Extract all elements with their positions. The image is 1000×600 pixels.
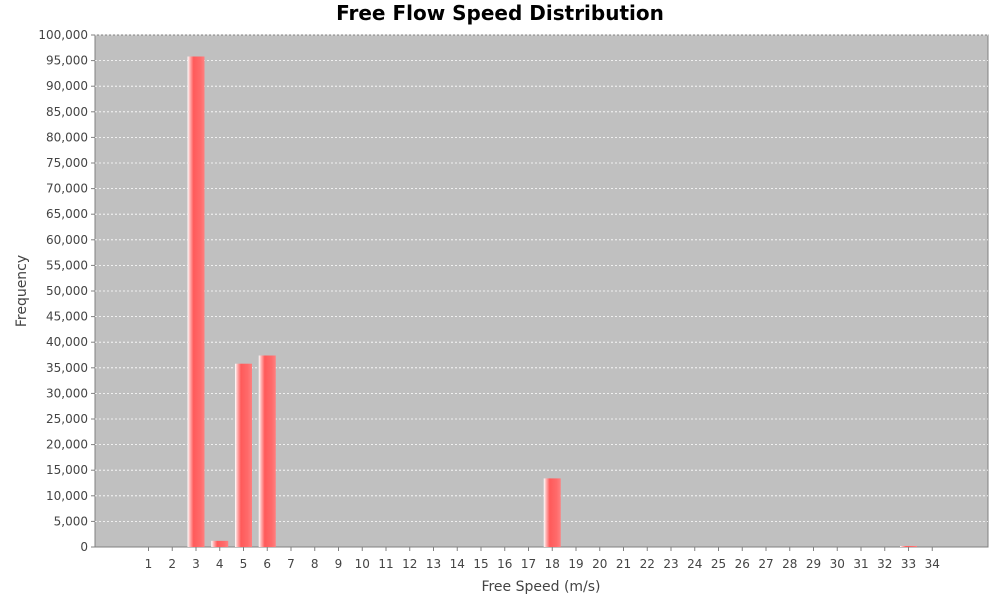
y-tick-label: 35,000: [46, 361, 88, 375]
y-tick-label: 60,000: [46, 233, 88, 247]
x-tick-label: 28: [782, 557, 797, 571]
bar: [235, 363, 252, 547]
chart-title: Free Flow Speed Distribution: [336, 1, 664, 25]
x-tick-label: 14: [450, 557, 465, 571]
x-tick-label: 2: [168, 557, 176, 571]
y-tick-label: 0: [80, 540, 88, 554]
x-tick-label: 11: [378, 557, 393, 571]
y-tick-label: 30,000: [46, 386, 88, 400]
x-tick-label: 19: [568, 557, 583, 571]
y-tick-label: 45,000: [46, 310, 88, 324]
x-tick-label: 20: [592, 557, 607, 571]
y-tick-label: 75,000: [46, 156, 88, 170]
y-tick-label: 15,000: [46, 463, 88, 477]
y-tick-label: 40,000: [46, 335, 88, 349]
y-tick-label: 10,000: [46, 489, 88, 503]
x-tick-label: 4: [216, 557, 224, 571]
y-tick-label: 85,000: [46, 105, 88, 119]
y-axis-label: Frequency: [14, 255, 30, 327]
x-tick-label: 27: [758, 557, 773, 571]
bars: [187, 56, 917, 548]
x-tick-label: 13: [426, 557, 441, 571]
x-tick-label: 26: [735, 557, 750, 571]
x-tick-label: 17: [521, 557, 536, 571]
y-tick-label: 5,000: [54, 514, 88, 528]
x-tick-label: 15: [473, 557, 488, 571]
bar: [258, 355, 276, 547]
y-tick-label: 80,000: [46, 130, 88, 144]
x-tick-label: 7: [287, 557, 295, 571]
y-tick-label: 25,000: [46, 412, 88, 426]
bar: [900, 545, 917, 547]
x-tick-label: 30: [830, 557, 845, 571]
y-tick-label: 95,000: [46, 54, 88, 68]
x-tick-label: 9: [335, 557, 343, 571]
x-tick-label: 29: [806, 557, 821, 571]
x-tick-label: 32: [877, 557, 892, 571]
x-tick-label: 3: [192, 557, 200, 571]
x-tick-label: 10: [355, 557, 370, 571]
x-tick-label: 16: [497, 557, 512, 571]
x-tick-label: 8: [311, 557, 319, 571]
y-tick-label: 50,000: [46, 284, 88, 298]
y-tick-label: 90,000: [46, 79, 88, 93]
x-axis-label: Free Speed (m/s): [481, 579, 600, 595]
x-tick-label: 21: [616, 557, 631, 571]
bar: [187, 56, 205, 548]
y-tick-label: 20,000: [46, 438, 88, 452]
y-tick-label: 70,000: [46, 182, 88, 196]
x-tick-label: 12: [402, 557, 417, 571]
y-axis: 0 5,000 10,000 15,000 20,000 25,000 30,000 35,0…: [38, 28, 95, 554]
x-tick-label: 31: [853, 557, 868, 571]
x-tick-label: 22: [640, 557, 655, 571]
bar: [543, 478, 561, 547]
bar: [211, 540, 229, 547]
x-tick-label: 6: [263, 557, 271, 571]
x-tick-label: 23: [663, 557, 678, 571]
x-tick-label: 1: [145, 557, 153, 571]
x-tick-label: 24: [687, 557, 702, 571]
x-tick-label: 18: [545, 557, 560, 571]
y-tick-label: 65,000: [46, 207, 88, 221]
y-tick-label: 100,000: [38, 28, 88, 42]
x-tick-label: 5: [240, 557, 248, 571]
x-axis: 1 2 3 4 5 6 7 8 9 10 11 12 13 14 15 16 17 18 19 20 21 22 23 24 2…: [145, 547, 940, 571]
x-tick-label: 34: [925, 557, 940, 571]
x-tick-label: 33: [901, 557, 916, 571]
y-tick-label: 55,000: [46, 258, 88, 272]
x-tick-label: 25: [711, 557, 726, 571]
